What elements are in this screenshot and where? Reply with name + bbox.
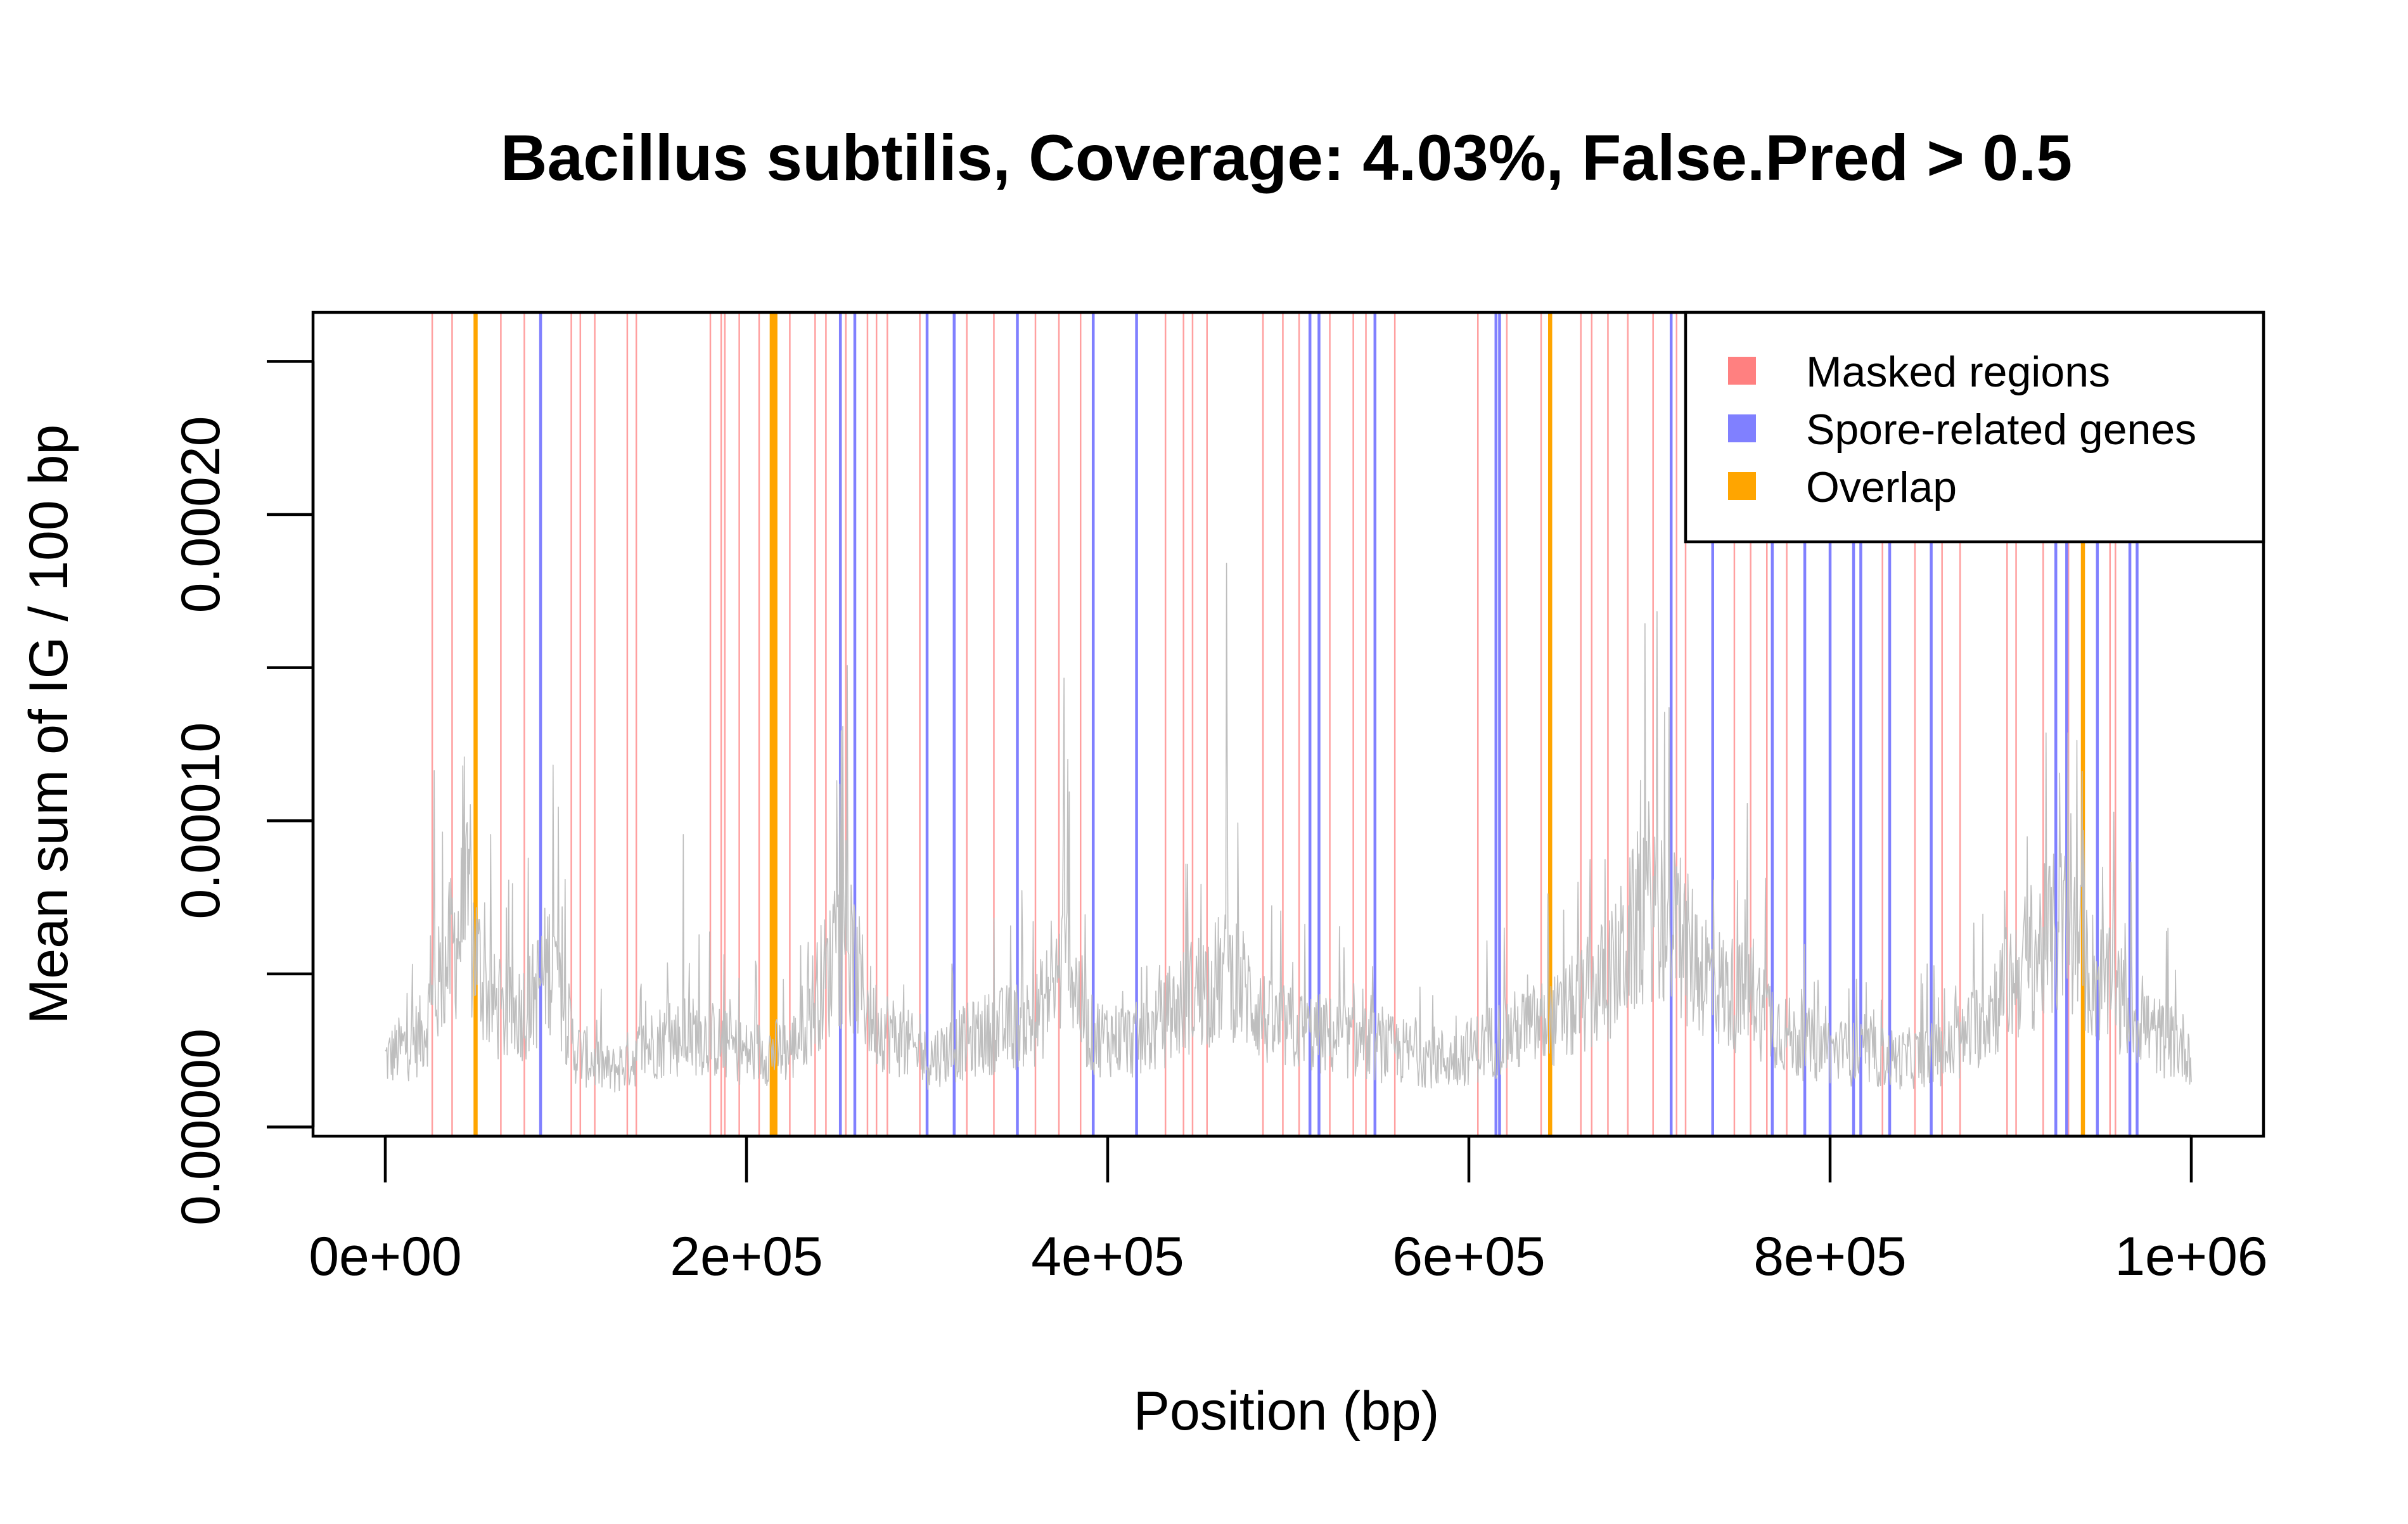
legend-label-spore: Spore-related genes	[1806, 406, 2196, 454]
x-tick-label: 1e+06	[2115, 1226, 2268, 1287]
x-tick-label: 4e+05	[1031, 1226, 1184, 1287]
legend-swatch-masked	[1728, 357, 1756, 385]
x-tick-label: 2e+05	[670, 1226, 823, 1287]
y-tick-label: 0.00020	[170, 416, 231, 613]
x-tick-label: 0e+00	[309, 1226, 462, 1287]
x-axis: 0e+00 2e+05 4e+05 6e+05 8e+05 1e+06	[309, 1134, 2268, 1287]
y-tick-label: 0.00010	[170, 722, 231, 919]
y-axis: 0.00000 0.00010 0.00020	[170, 360, 315, 1226]
x-tick-label: 6e+05	[1392, 1226, 1546, 1287]
y-tick-label: 0.00000	[170, 1028, 231, 1226]
x-tick-label: 8e+05	[1753, 1226, 1907, 1287]
legend-label-overlap: Overlap	[1806, 463, 1957, 511]
x-axis-label: Position (bp)	[1134, 1381, 1440, 1442]
legend-swatch-spore	[1728, 414, 1756, 442]
legend-label-masked: Masked regions	[1806, 348, 2110, 396]
y-axis-label: Mean sum of IG / 100 bp	[18, 425, 79, 1025]
legend: Masked regions Spore-related genes Overl…	[1684, 311, 2265, 544]
legend-box	[1684, 311, 2265, 544]
legend-swatch-overlap	[1728, 472, 1756, 500]
ig-signal-line	[385, 562, 2192, 1092]
chart-title: Bacillus subtilis, Coverage: 4.03%, Fals…	[501, 122, 2072, 194]
ig-signal	[385, 562, 2192, 1092]
